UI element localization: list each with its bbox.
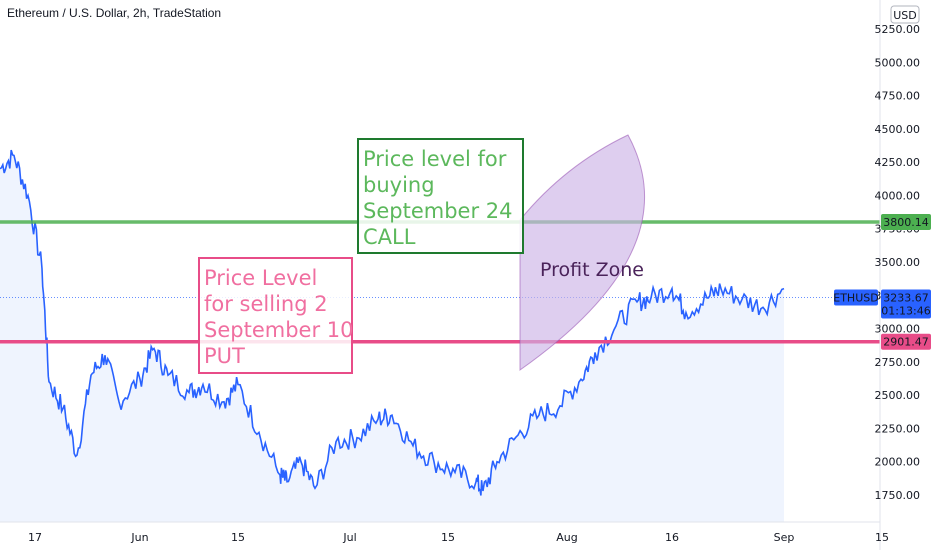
time-axis[interactable]: 17Jun15Jul15Aug16Sep15Oct (28, 531, 932, 544)
put-level-badge (881, 333, 931, 350)
put-level-badge-label: 2901.47 (883, 336, 929, 349)
price-tick-label: 4000.00 (875, 189, 921, 202)
price-tick-label: 5250.00 (875, 23, 921, 36)
price-axis[interactable]: 5250.00 5000.00 4750.00 4500.00 4250.00 4000.… (875, 23, 921, 502)
price-tick-label: 5000.00 (875, 56, 921, 69)
price-tick-label: 3000.00 (875, 323, 921, 336)
time-tick-label: 15 (441, 531, 455, 544)
price-tick-label: 4750.00 (875, 90, 921, 103)
last-price-label: 3233.67 (883, 291, 929, 304)
price-tick-label: 2500.00 (875, 389, 921, 402)
time-tick-label: Jul (342, 531, 356, 544)
time-tick-label: 15 (231, 531, 245, 544)
put-note-text-line: for selling 2 (204, 292, 328, 316)
symbol-tag[interactable] (834, 289, 878, 306)
time-tick-label: 16 (665, 531, 679, 544)
call-note-text-line: buying (363, 173, 435, 197)
price-tick-label: 2000.00 (875, 456, 921, 469)
call-level-badge-label: 3800.14 (883, 216, 929, 229)
price-area-fill (0, 150, 784, 522)
time-tick-label: 17 (28, 531, 42, 544)
time-tick-label: 15 (875, 531, 889, 544)
price-tick-label: 2750.00 (875, 356, 921, 369)
time-tick-label: Aug (556, 531, 577, 544)
countdown-label: 01:13:46 (881, 304, 930, 317)
put-note-text-line: September 10 (204, 318, 353, 342)
time-tick-label: Sep (774, 531, 795, 544)
price-tick-label: 2250.00 (875, 422, 921, 435)
price-tick-label: 4250.00 (875, 156, 921, 169)
currency-badge-label: USD (893, 9, 917, 22)
call-note-box[interactable] (357, 138, 524, 254)
put-note-text-line: PUT (204, 344, 245, 368)
time-tick-label: Jun (130, 531, 148, 544)
currency-badge[interactable] (890, 5, 920, 24)
symbol-tag-label: ETHUSD (833, 291, 878, 304)
price-tick-label: 3500.00 (875, 256, 921, 269)
profit-zone-shape[interactable] (519, 134, 646, 371)
last-price-tag (881, 289, 931, 319)
price-axis-bg (880, 0, 932, 550)
call-note-text-line: CALL (363, 225, 416, 249)
profit-zone-label: Profit Zone (540, 259, 644, 281)
price-line (0, 149, 785, 496)
price-tick-label: 4500.00 (875, 123, 921, 136)
call-level-badge (881, 214, 931, 231)
call-note-text-line: September 24 (363, 199, 512, 223)
put-note-box[interactable] (198, 257, 353, 374)
put-note-text-line: Price Level (204, 266, 317, 290)
price-tick-label: 1750.00 (875, 489, 921, 502)
chart-title: Ethereum / U.S. Dollar, 2h, TradeStation (7, 6, 222, 20)
call-note-text-line: Price level for (363, 147, 507, 171)
